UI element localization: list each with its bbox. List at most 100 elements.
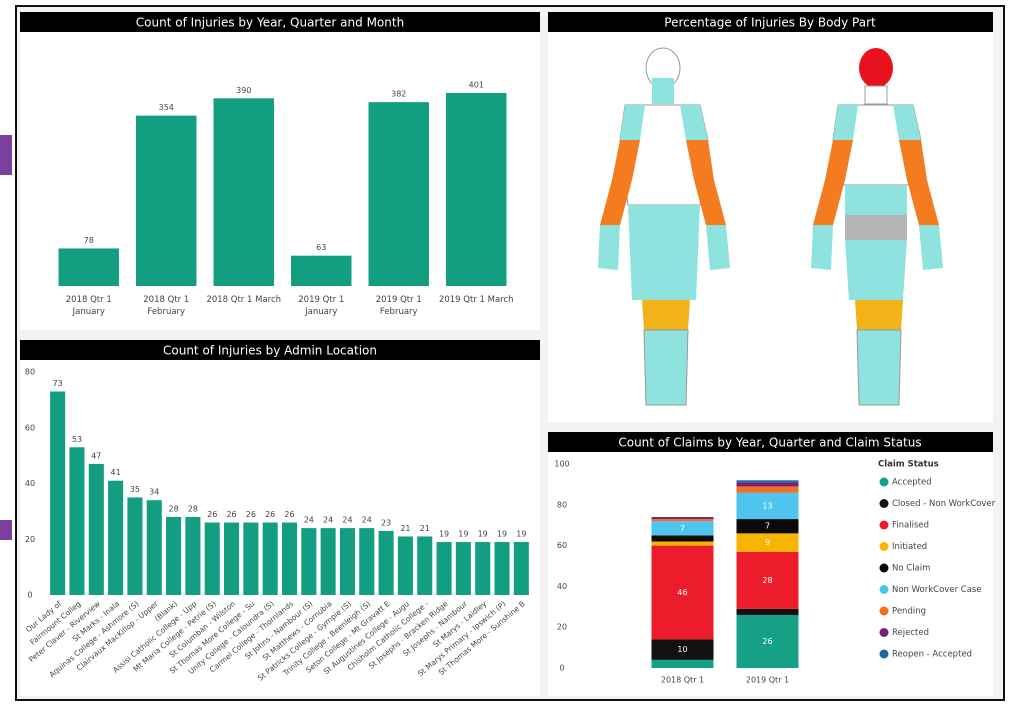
bar (446, 93, 506, 286)
data-label: 21 (420, 524, 430, 533)
bar (359, 528, 374, 595)
legend-marker (880, 478, 889, 487)
bar (456, 542, 471, 595)
legend-marker (880, 542, 889, 551)
bar (224, 523, 239, 595)
bar (263, 523, 278, 595)
x-tick-label: 2018 Qtr 1 March (206, 294, 282, 306)
x-tick-label: 2019 Qtr 1 February (361, 294, 437, 318)
bar (437, 542, 452, 595)
page: Count of Injuries by Year, Quarter and M… (0, 0, 1010, 709)
bar (147, 500, 162, 595)
data-label: 53 (72, 435, 82, 444)
y-tick-label: 0 (559, 664, 564, 673)
x-label-box: 2018 Qtr 1 January (51, 294, 127, 324)
data-label: 21 (400, 524, 410, 533)
bar (59, 248, 119, 286)
y-tick-label: 40 (25, 479, 35, 488)
y-tick-label: 80 (25, 368, 35, 377)
x-label-box: 2018 Qtr 1 February (128, 294, 204, 324)
data-label: 26 (265, 510, 275, 519)
y-tick-label: 20 (557, 623, 567, 632)
side-tab (0, 135, 12, 175)
legend-label: Accepted (892, 478, 932, 488)
data-label: 24 (342, 516, 352, 525)
x-label-box: 2019 Qtr 1 March (438, 294, 514, 324)
bar (136, 116, 196, 286)
y-tick-label: 20 (25, 535, 35, 544)
legend-label: Closed - Non WorkCover (892, 499, 996, 509)
bar-segment (737, 482, 799, 486)
data-label: 7 (765, 522, 770, 531)
data-label: 23 (381, 518, 391, 527)
data-label: 10 (677, 645, 687, 654)
legend-label: Initiated (892, 542, 927, 552)
bar (379, 531, 394, 595)
panel-title: Count of Injuries by Admin Location (163, 344, 377, 358)
bar (417, 536, 432, 595)
data-label: 46 (677, 588, 687, 597)
bar-segment (737, 486, 799, 492)
legend-label: Finalised (892, 521, 929, 531)
bar (108, 481, 123, 595)
data-label: 24 (304, 516, 314, 525)
bar (398, 536, 413, 595)
legend-marker (880, 585, 889, 594)
legend-label: Non WorkCover Case (892, 585, 982, 595)
x-tick-label: 2018 Qtr 1 February (128, 294, 204, 318)
data-label: 26 (207, 510, 217, 519)
bar (89, 464, 104, 595)
data-label: 24 (362, 516, 372, 525)
bar (185, 517, 200, 595)
panel-title: Count of Claims by Year, Quarter and Cla… (618, 436, 921, 450)
bar (321, 528, 336, 595)
x-label-box: 2019 Qtr 1 January (283, 294, 359, 324)
y-tick-label: 60 (25, 423, 35, 432)
panel-title: Count of Injuries by Year, Quarter and M… (136, 16, 404, 30)
x-tick-label: 2018 Qtr 1 January (51, 294, 127, 318)
x-label-box: 2019 Qtr 1 February (361, 294, 437, 324)
bar-segment (652, 517, 714, 519)
data-label: 28 (188, 504, 198, 513)
data-label: 47 (91, 451, 101, 460)
data-label: 7 (680, 524, 685, 533)
legend-marker (880, 564, 889, 573)
bar (166, 517, 181, 595)
y-tick-label: 80 (557, 500, 567, 509)
bar-segment (652, 660, 714, 668)
bar-segment (652, 542, 714, 546)
data-label: 19 (516, 530, 526, 539)
data-label: 63 (316, 243, 326, 252)
legend-marker (880, 521, 889, 530)
legend-label: Pending (892, 607, 926, 617)
data-label: 26 (246, 510, 256, 519)
data-label: 19 (497, 530, 507, 539)
bar (301, 528, 316, 595)
bar-segment (652, 519, 714, 521)
bar (494, 542, 509, 595)
bar (369, 102, 429, 286)
data-label: 26 (762, 637, 772, 646)
data-label: 382 (391, 90, 406, 99)
x-tick-label: 2019 Qtr 1 (746, 676, 789, 685)
legend-marker (880, 650, 889, 659)
data-label: 34 (149, 488, 159, 497)
bar-segment (737, 609, 799, 615)
data-label: 390 (236, 86, 251, 95)
legend-title: Claim Status (878, 460, 939, 470)
bar (205, 523, 220, 595)
legend-marker (880, 628, 889, 637)
data-label: 19 (478, 530, 488, 539)
bar (340, 528, 355, 595)
bar (475, 542, 490, 595)
x-tick-label: 2019 Qtr 1 March (438, 294, 514, 306)
data-label: 13 (762, 501, 772, 510)
y-tick-label: 100 (554, 460, 569, 469)
bar (50, 392, 65, 595)
y-tick-label: 0 (27, 591, 32, 600)
legend-marker (880, 499, 889, 508)
legend-label: Rejected (892, 628, 929, 638)
dashboard: Count of Injuries by Year, Quarter and M… (0, 0, 1010, 705)
x-tick-label: 2018 Qtr 1 (661, 676, 704, 685)
bar-segment (737, 480, 799, 482)
